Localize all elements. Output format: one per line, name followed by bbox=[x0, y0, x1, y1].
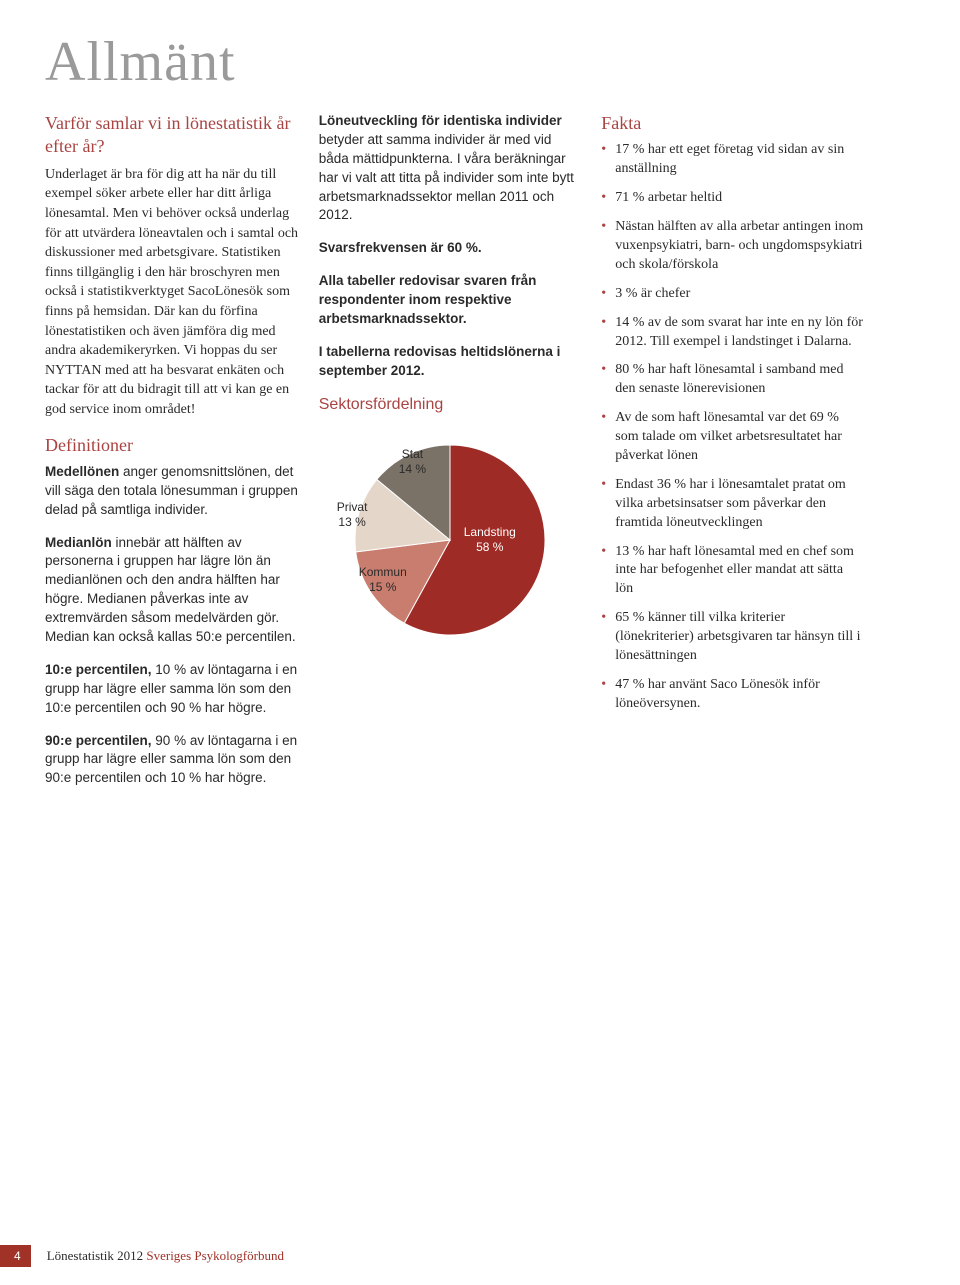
column-middle: Löneutveckling för identiska individer b… bbox=[319, 112, 582, 802]
def-median-text: innebär att hälften av personerna i grup… bbox=[45, 535, 296, 644]
tabeller-info: Alla tabeller redovisar svaren från resp… bbox=[319, 272, 582, 329]
svarsfrekvens: Svarsfrekvensen är 60 %. bbox=[319, 239, 582, 258]
pie-label-landsting: Landsting 58 % bbox=[464, 525, 516, 554]
footer-org: Sveriges Psykologförbund bbox=[146, 1248, 284, 1263]
pie-label-kommun-pct: 15 % bbox=[359, 580, 407, 594]
fakta-item: Nästan hälften av alla arbetar antingen … bbox=[601, 218, 864, 275]
column-left: Varför samlar vi in lönestatistik år eft… bbox=[45, 112, 299, 802]
def-p10-label: 10:e percentilen, bbox=[45, 662, 152, 677]
pie-chart-container: Stat 14 % Privat 13 % Kommun 15 % Landst… bbox=[319, 425, 582, 655]
def-p90-label: 90:e percentilen, bbox=[45, 733, 152, 748]
loneutveckling: Löneutveckling för identiska individer b… bbox=[319, 112, 582, 225]
fakta-list: 17 % har ett eget företag vid sidan av s… bbox=[601, 141, 864, 713]
pie-label-kommun: Kommun 15 % bbox=[359, 565, 407, 594]
pie-label-privat: Privat 13 % bbox=[337, 500, 368, 529]
fakta-item: Av de som haft lönesamtal var det 69 % s… bbox=[601, 409, 864, 466]
pie-chart bbox=[330, 425, 570, 655]
footer-doc-title: Lönestatistik 2012 bbox=[47, 1248, 143, 1263]
def-p90: 90:e percentilen, 90 % av löntagarna i e… bbox=[45, 732, 299, 789]
page: Allmänt Varför samlar vi in lönestatisti… bbox=[0, 0, 960, 1285]
def-medel: Medellönen anger genomsnittslönen, det v… bbox=[45, 463, 299, 520]
fakta-item: 80 % har haft lönesamtal i samband med d… bbox=[601, 361, 864, 399]
pie-label-stat: Stat 14 % bbox=[399, 447, 426, 476]
fakta-item: 71 % arbetar heltid bbox=[601, 189, 864, 208]
loneutveckling-text: betyder att samma individer är med vid b… bbox=[319, 132, 574, 223]
pie-heading: Sektorsfördelning bbox=[319, 395, 582, 416]
heltidsloner-info: I tabellerna redovisas heltidslönerna i … bbox=[319, 343, 582, 381]
loneutveckling-label: Löneutveckling för identiska individer bbox=[319, 113, 562, 128]
def-p10: 10:e percentilen, 10 % av löntagarna i e… bbox=[45, 661, 299, 718]
fakta-item: Endast 36 % har i lönesamtalet pratat om… bbox=[601, 476, 864, 533]
fakta-item: 47 % har använt Saco Lönesök inför löneö… bbox=[601, 676, 864, 714]
page-number: 4 bbox=[0, 1245, 31, 1267]
fakta-item: 14 % av de som svarat har inte en ny lön… bbox=[601, 314, 864, 352]
fakta-item: 65 % känner till vilka kriterier (lönekr… bbox=[601, 609, 864, 666]
pie-label-privat-pct: 13 % bbox=[337, 515, 368, 529]
pie-label-privat-name: Privat bbox=[337, 500, 368, 514]
def-medel-label: Medellönen bbox=[45, 464, 119, 479]
def-median: Medianlön innebär att hälften av persone… bbox=[45, 534, 299, 647]
fakta-heading: Fakta bbox=[601, 112, 864, 135]
page-footer: 4 Lönestatistik 2012 Sveriges Psykologfö… bbox=[0, 1245, 284, 1267]
definitions-heading: Definitioner bbox=[45, 434, 299, 457]
fakta-item: 3 % är chefer bbox=[601, 285, 864, 304]
intro-heading: Varför samlar vi in lönestatistik år eft… bbox=[45, 112, 299, 159]
footer-text: Lönestatistik 2012 Sveriges Psykologförb… bbox=[47, 1248, 284, 1264]
page-title: Allmänt bbox=[45, 30, 920, 94]
intro-paragraph: Underlaget är bra för dig att ha när du … bbox=[45, 165, 299, 420]
pie-label-landsting-pct: 58 % bbox=[464, 540, 516, 554]
column-right: Fakta 17 % har ett eget företag vid sida… bbox=[601, 112, 864, 802]
pie-label-kommun-name: Kommun bbox=[359, 565, 407, 579]
pie-label-stat-name: Stat bbox=[399, 447, 426, 461]
def-median-label: Medianlön bbox=[45, 535, 112, 550]
content-columns: Varför samlar vi in lönestatistik år eft… bbox=[45, 112, 920, 802]
pie-label-landsting-name: Landsting bbox=[464, 525, 516, 539]
fakta-item: 13 % har haft lönesamtal med en chef som… bbox=[601, 543, 864, 600]
pie-label-stat-pct: 14 % bbox=[399, 462, 426, 476]
fakta-item: 17 % har ett eget företag vid sidan av s… bbox=[601, 141, 864, 179]
